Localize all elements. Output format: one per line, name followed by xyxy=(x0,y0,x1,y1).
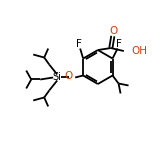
Text: Si: Si xyxy=(53,73,62,83)
Text: O: O xyxy=(110,26,118,36)
Text: OH: OH xyxy=(132,46,148,56)
Text: F: F xyxy=(116,39,121,48)
Text: O: O xyxy=(64,71,72,81)
Text: F: F xyxy=(76,39,82,48)
